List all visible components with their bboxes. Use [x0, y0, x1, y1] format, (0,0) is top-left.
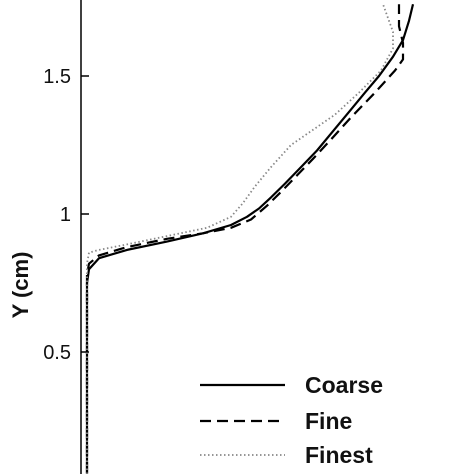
legend: Coarse Fine Finest [200, 372, 383, 468]
legend-label-coarse: Coarse [305, 372, 383, 398]
y-tick-label: 0.5 [43, 342, 71, 364]
legend-label-finest: Finest [305, 442, 373, 468]
y-ticks: 0.5 1 1.5 [43, 66, 89, 364]
legend-label-fine: Fine [305, 408, 352, 434]
series-lines [85, 3, 415, 474]
y-tick-label: 1 [60, 204, 71, 226]
series-line-finest [86, 3, 394, 474]
y-axis-title: Y (cm) [8, 252, 33, 319]
series-line-coarse [85, 3, 415, 474]
series-line-fine [85, 4, 405, 474]
y-tick-label: 1.5 [43, 66, 71, 88]
